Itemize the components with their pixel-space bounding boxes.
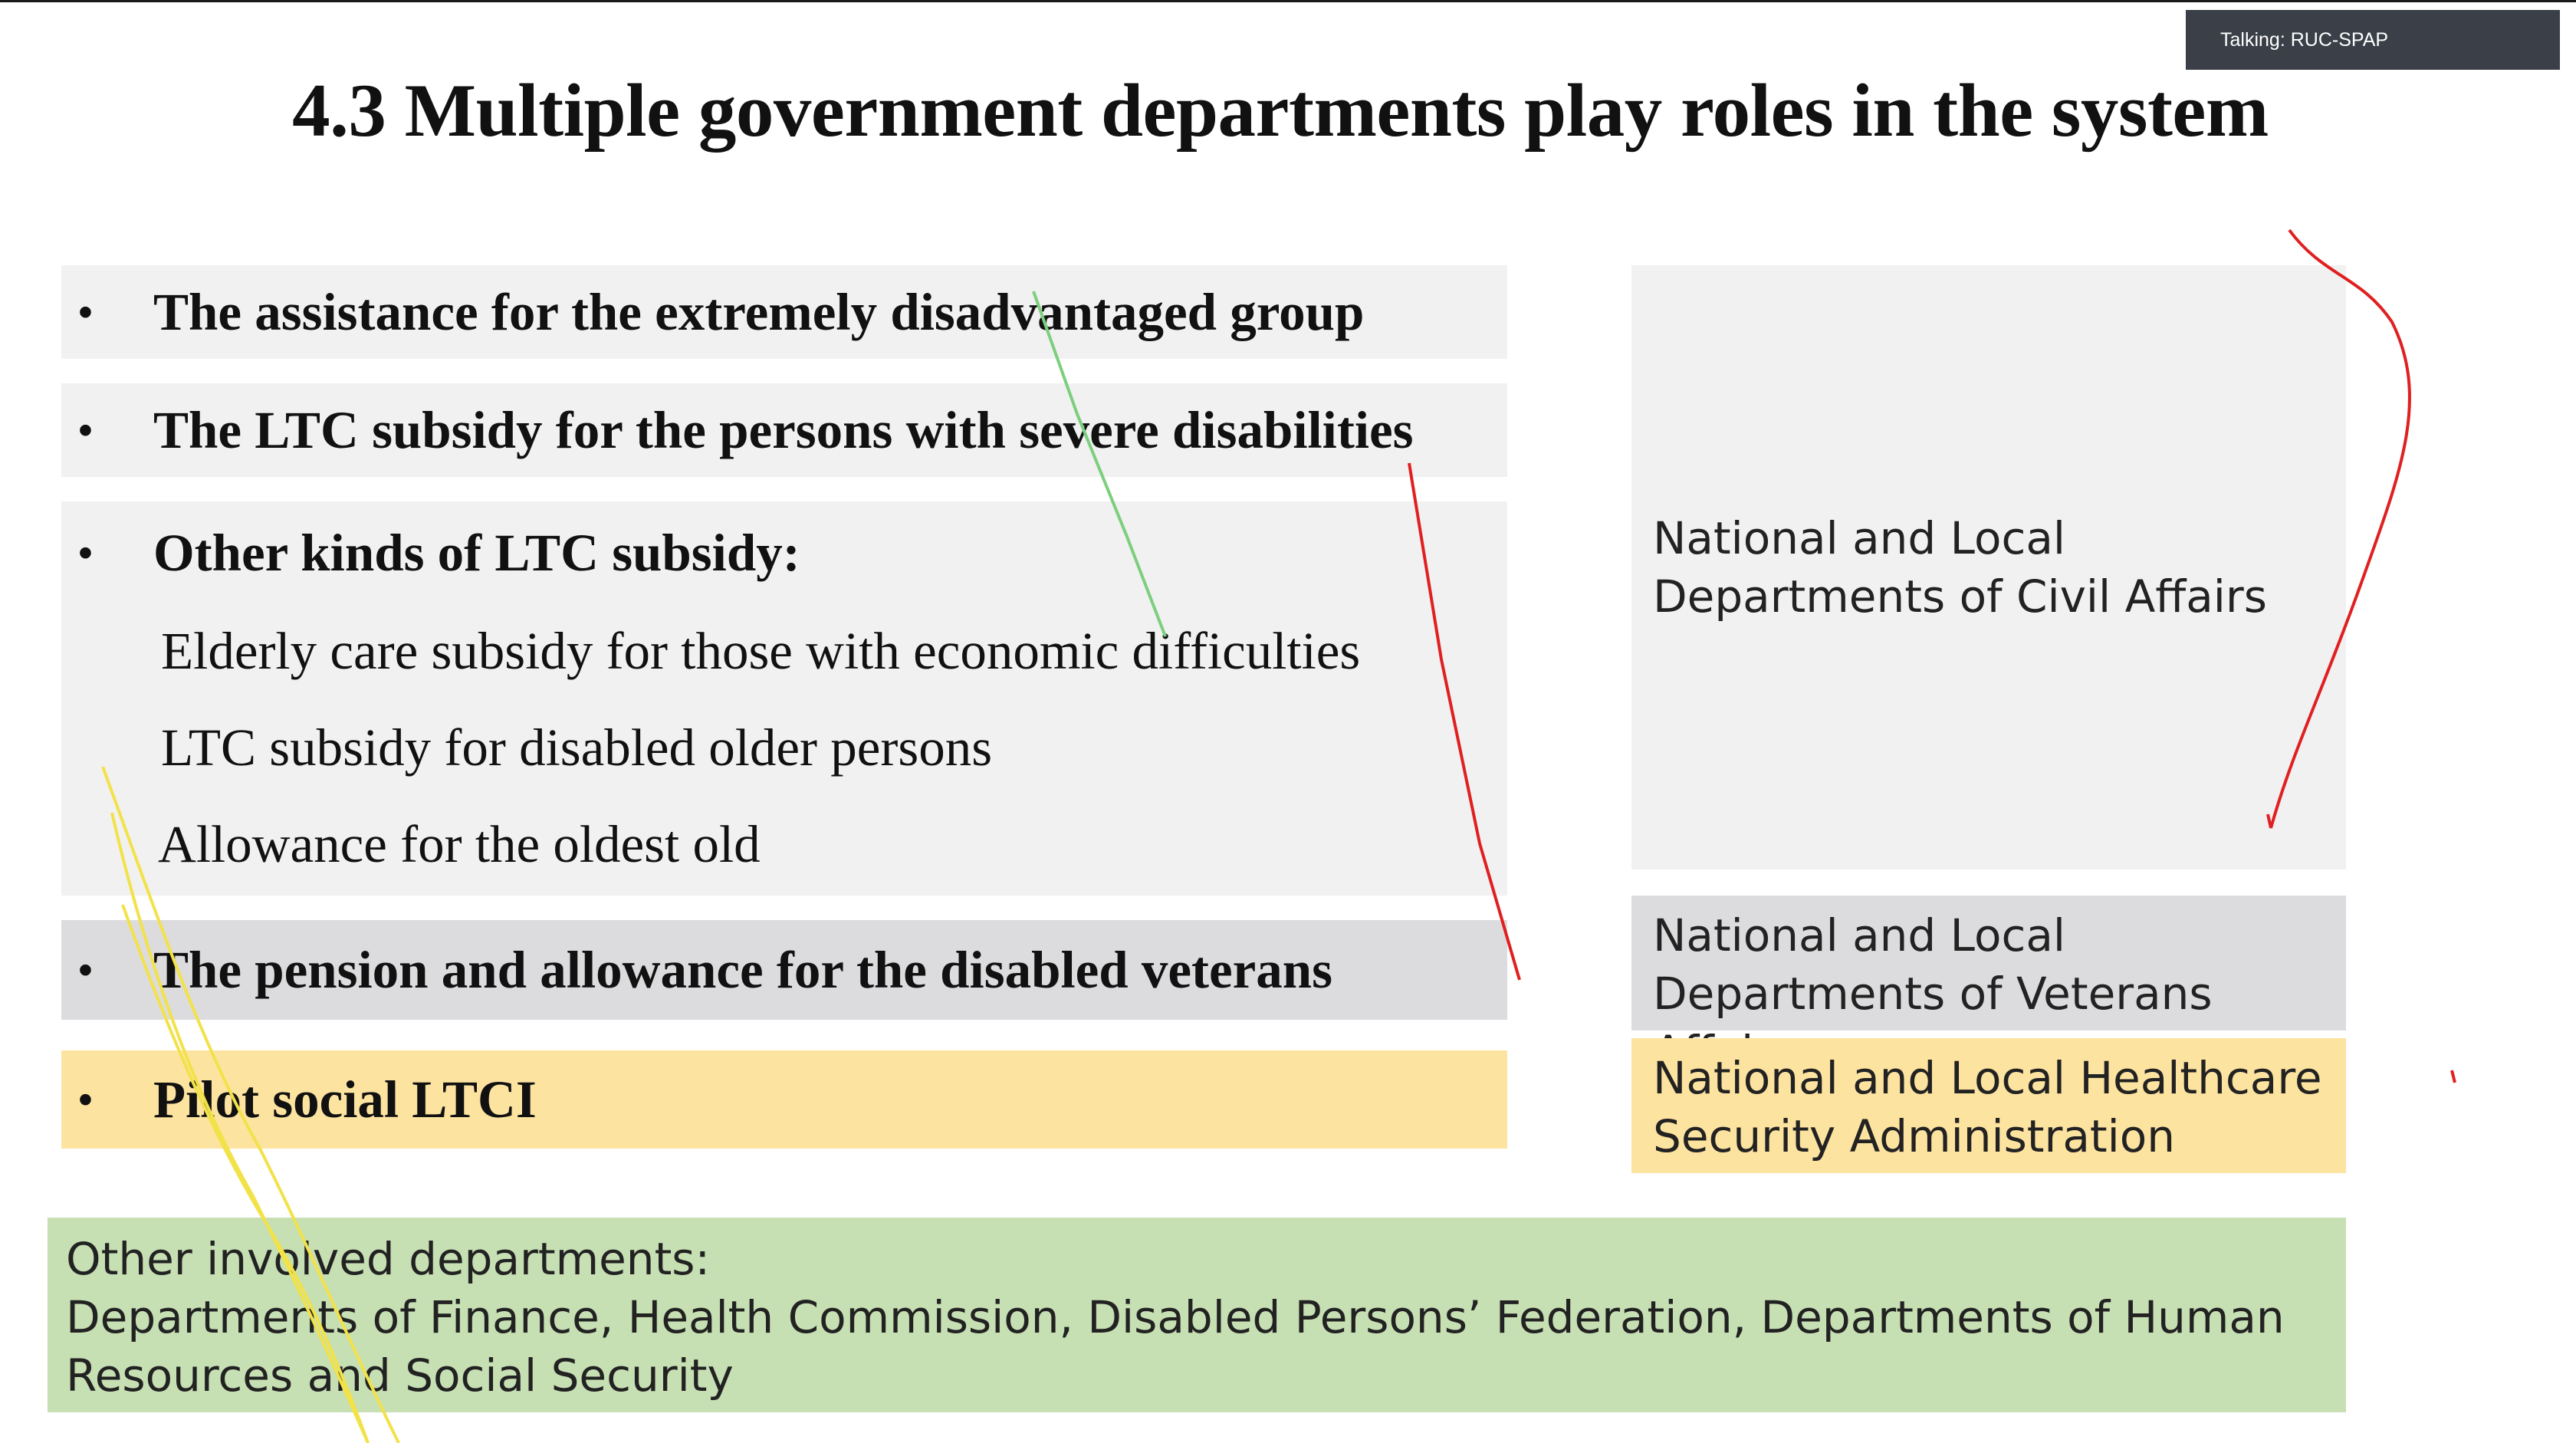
- other-departments-box: Other involved departments: Departments …: [48, 1218, 2346, 1412]
- bullet-item: • Pilot social LTCI: [61, 1050, 537, 1149]
- bullet-box-severe-disabilities: • The LTC subsidy for the persons with s…: [61, 383, 1507, 477]
- bullet-text: The LTC subsidy for the persons with sev…: [153, 400, 1414, 459]
- bullet-text: Other kinds of LTC subsidy:: [153, 523, 800, 582]
- other-departments-heading: Other involved departments:: [66, 1233, 711, 1285]
- subsidy-item: LTC subsidy for disabled older persons: [161, 718, 993, 777]
- talking-label: Talking: RUC-SPAP: [2220, 28, 2389, 51]
- dept-line: National and Local: [1653, 909, 2066, 961]
- bullet-item: • The LTC subsidy for the persons with s…: [61, 383, 1413, 477]
- other-departments-line: Resources and Social Security: [66, 1349, 734, 1402]
- bullet-item: • The pension and allowance for the disa…: [61, 920, 1332, 1020]
- bullet-text: Pilot social LTCI: [153, 1070, 537, 1129]
- slide-title: 4.3 Multiple government departments play…: [292, 69, 2269, 153]
- bullet-marker: •: [78, 407, 93, 453]
- bullet-box-pilot-ltci: • Pilot social LTCI: [61, 1050, 1507, 1149]
- dept-box-civil-affairs: National and Local Departments of Civil …: [1631, 265, 2346, 869]
- bullet-box-other-ltc-subsidy: • Other kinds of LTC subsidy: Elderly ca…: [61, 501, 1507, 896]
- dept-line: National and Local Healthcare: [1653, 1052, 2322, 1104]
- bullet-marker: •: [78, 289, 93, 335]
- annotation-red-tick: [2450, 1070, 2456, 1083]
- other-departments-line: Departments of Finance, Health Commissio…: [66, 1291, 2285, 1343]
- bullet-marker: •: [78, 1076, 93, 1123]
- bullet-item: • Other kinds of LTC subsidy:: [61, 501, 800, 604]
- dept-box-healthcare-security: National and Local Healthcare Security A…: [1631, 1038, 2346, 1173]
- bullet-marker: •: [78, 947, 93, 993]
- bullet-marker: •: [78, 530, 93, 576]
- bullet-item: • The assistance for the extremely disad…: [61, 265, 1364, 359]
- subsidy-item: Elderly care subsidy for those with econ…: [161, 622, 1361, 680]
- bullet-box-disadvantaged: • The assistance for the extremely disad…: [61, 265, 1507, 359]
- bullet-text: The assistance for the extremely disadva…: [153, 282, 1365, 341]
- bullet-text: The pension and allowance for the disabl…: [153, 940, 1332, 999]
- dept-line: Departments of Civil Affairs: [1653, 570, 2267, 623]
- window-top-border: [0, 0, 2576, 2]
- talking-indicator: Talking: RUC-SPAP: [2186, 10, 2560, 70]
- dept-line: National and Local: [1653, 512, 2066, 564]
- dept-box-veterans-affairs: National and Local Departments of Vetera…: [1631, 896, 2346, 1078]
- subsidy-item: Allowance for the oldest old: [158, 815, 761, 873]
- bullet-box-disabled-veterans: • The pension and allowance for the disa…: [61, 920, 1507, 1020]
- dept-line: Security Administration: [1653, 1110, 2176, 1162]
